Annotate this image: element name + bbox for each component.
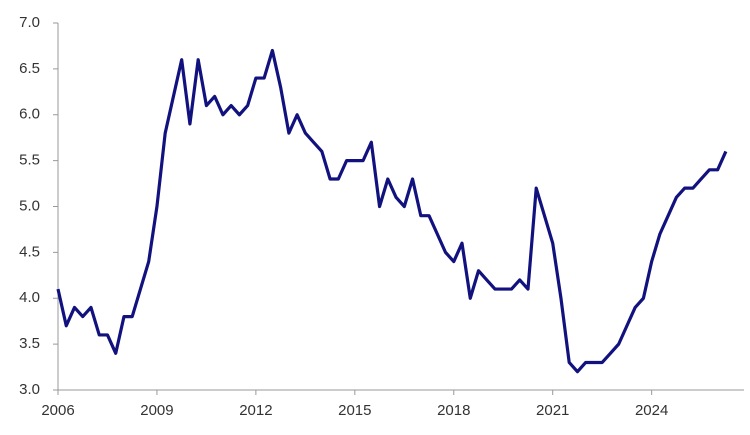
x-tick-label: 2012 xyxy=(239,402,272,419)
y-tick-label: 6.0 xyxy=(19,106,40,123)
x-tick-label: 2009 xyxy=(140,402,173,419)
x-tick-label: 2024 xyxy=(635,402,668,419)
x-tick-label: 2018 xyxy=(437,402,470,419)
y-tick-label: 6.5 xyxy=(19,60,40,77)
x-tick-label: 2006 xyxy=(41,402,74,419)
x-tick-label: 2015 xyxy=(338,402,371,419)
y-tick-label: 4.0 xyxy=(19,289,40,306)
y-tick-label: 3.5 xyxy=(19,335,40,352)
x-tick-label: 2021 xyxy=(536,402,569,419)
y-tick-label: 5.0 xyxy=(19,197,40,214)
y-tick-label: 5.5 xyxy=(19,152,40,169)
y-tick-label: 3.0 xyxy=(19,381,40,398)
y-tick-label: 4.5 xyxy=(19,243,40,260)
y-tick-label: 7.0 xyxy=(19,14,40,31)
data-line xyxy=(56,48,728,374)
